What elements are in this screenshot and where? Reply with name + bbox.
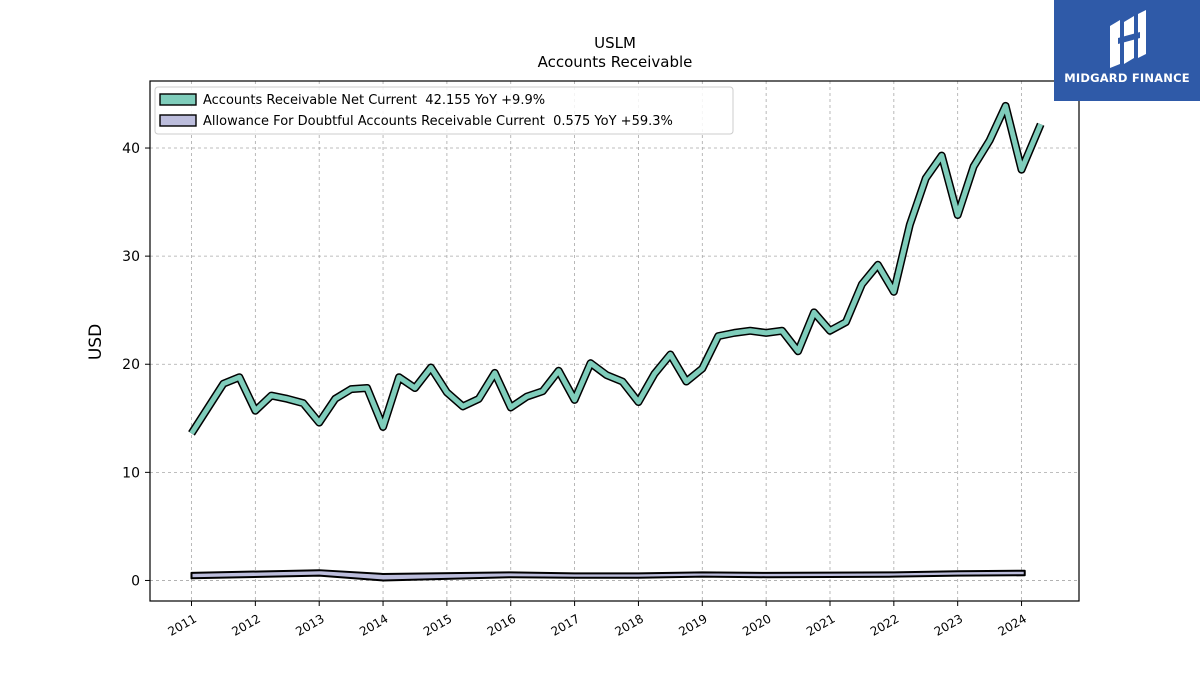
x-tick-label: 2013 (293, 611, 326, 638)
x-tick-label: 2023 (932, 611, 965, 638)
series-receivables-line (189, 103, 1043, 435)
legend: Accounts Receivable Net Current 42.155 Y… (154, 86, 734, 135)
x-tick-label: 2015 (421, 611, 454, 638)
chart-subtitle: Accounts Receivable (538, 53, 693, 71)
x-tick-label: 2022 (868, 611, 901, 638)
x-tick-label: 2017 (549, 611, 582, 638)
legend-box (154, 86, 734, 135)
legend-label-allowance: Allowance For Doubtful Accounts Receivab… (203, 114, 673, 129)
x-tick-label: 2021 (804, 611, 837, 638)
brand-name: MIDGARD FINANCE (1064, 71, 1190, 85)
x-tick-label: 2014 (357, 611, 390, 638)
x-tick-label: 2020 (740, 611, 773, 638)
x-tick-label: 2016 (485, 611, 518, 638)
x-tick-label: 2011 (166, 611, 199, 638)
x-tick-label: 2019 (676, 611, 709, 638)
series-allowance-band (190, 569, 1026, 582)
x-tick-label: 2024 (996, 611, 1029, 638)
grid (150, 81, 1079, 601)
y-tick-label: 10 (122, 465, 140, 481)
x-tick-label: 2012 (229, 611, 262, 638)
y-tick-label: 40 (122, 141, 140, 157)
y-tick-label: 30 (122, 249, 140, 265)
y-tick-label: 0 (131, 573, 140, 589)
plot-frame (149, 80, 1080, 602)
legend-swatch-receivables (159, 93, 197, 106)
brand-mark-icon (1110, 10, 1146, 68)
chart-title: USLM (594, 34, 636, 52)
brand-logo: MIDGARD FINANCE (1054, 0, 1200, 101)
y-axis-label: USD (86, 324, 106, 360)
x-tick-label: 2018 (612, 611, 645, 638)
legend-swatch-allowance (159, 114, 197, 127)
series-layer (188, 101, 1045, 582)
legend-label-receivables: Accounts Receivable Net Current 42.155 Y… (203, 93, 545, 108)
y-tick-label: 20 (122, 357, 140, 373)
